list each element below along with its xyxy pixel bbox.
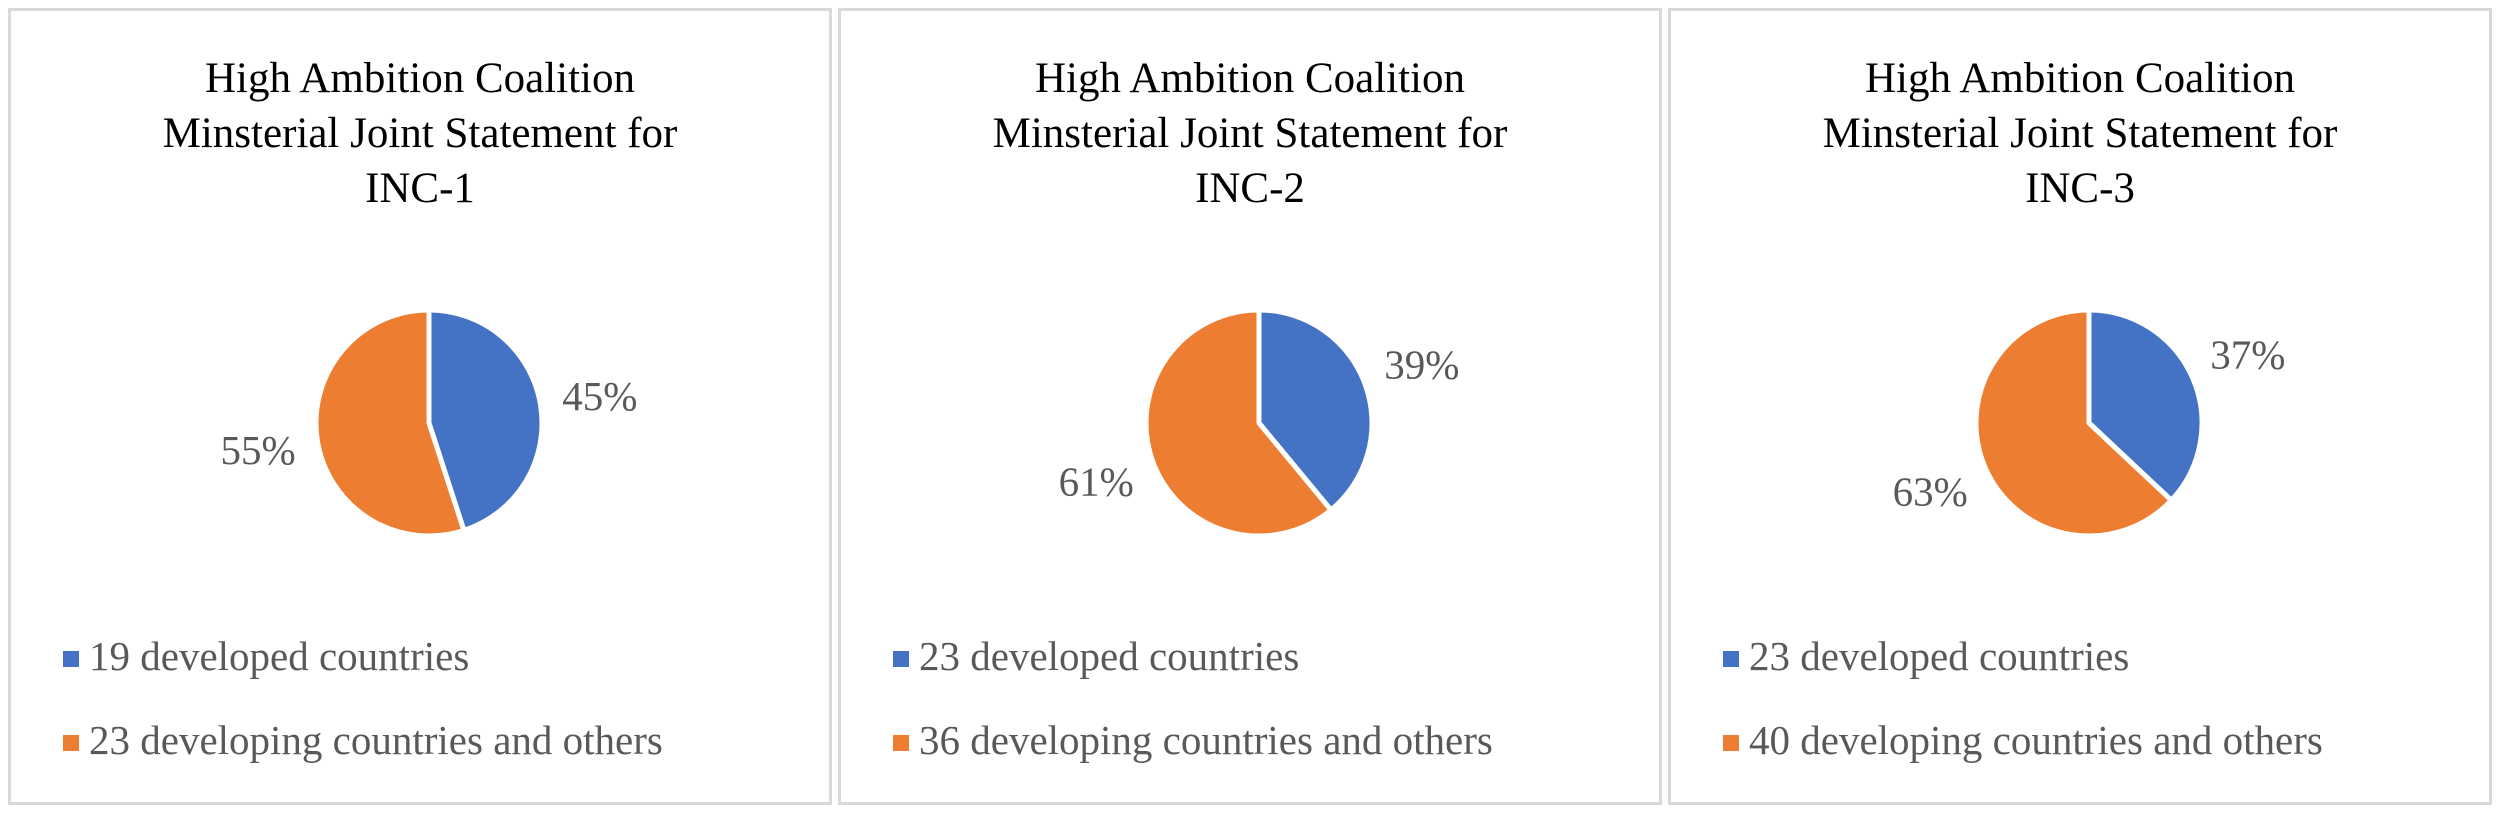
legend-item-developed: 19 developed countries [63,631,469,681]
legend-label: 36 developing countries and others [919,717,1493,763]
legend-item-developed: 23 developed countries [893,631,1299,681]
chart-panel-3: High Ambition Coalition Minsterial Joint… [1668,8,2492,805]
chart-title-line: INC-1 [365,165,475,212]
pie-slice-developed [1256,307,1375,513]
legend-swatch-developing [63,735,79,751]
chart-title-line: INC-3 [2025,165,2135,212]
legend-swatch-developing [893,735,909,751]
data-label: 63% [1893,469,1968,515]
pie-slice-developed [2086,307,2205,503]
legend-item-developing: 40 developing countries and others [1723,715,2323,765]
pie-slice-developed [426,307,545,533]
data-label: 39% [1384,341,1459,387]
data-label: 45% [562,373,637,419]
chart-panel-2: High Ambition Coalition Minsterial Joint… [838,8,1662,805]
chart-title-line: High Ambition Coalition [1864,55,2296,102]
legend-label: 23 developed countries [1749,633,2130,679]
legend-label: 23 developing countries and others [89,717,663,763]
chart-title-line: INC-2 [1195,165,1305,212]
chart-title-line: Minsterial Joint Statement for [992,110,1508,157]
pie-chart: 45% 55% [221,307,637,539]
chart-title: High Ambition Coalition Minsterial Joint… [11,51,829,216]
data-label: 37% [2210,331,2285,377]
chart-title-line: High Ambition Coalition [204,55,636,102]
legend-swatch-developed [1723,651,1739,667]
chart-title: High Ambition Coalition Minsterial Joint… [841,51,1659,216]
legend-item-developed: 23 developed countries [1723,631,2129,681]
chart-title-line: Minsterial Joint Statement for [1822,110,2338,157]
pie-chart: 37% 63% [1893,307,2285,539]
legend-swatch-developing [1723,735,1739,751]
chart-title-line: Minsterial Joint Statement for [162,110,678,157]
pie-chart: 39% 61% [1059,307,1459,539]
legend-label: 23 developed countries [919,633,1300,679]
legend-item-developing: 36 developing countries and others [893,715,1493,765]
chart-panel-1: High Ambition Coalition Minsterial Joint… [8,8,832,805]
data-label: 61% [1059,459,1134,505]
legend-item-developing: 23 developing countries and others [63,715,663,765]
chart-title: High Ambition Coalition Minsterial Joint… [1671,51,2489,216]
pie-slice-developing [313,307,467,539]
legend-label: 40 developing countries and others [1749,717,2323,763]
pie-slice-developing [1143,307,1334,539]
legend-swatch-developed [63,651,79,667]
chart-title-line: High Ambition Coalition [1034,55,1466,102]
pie-slice-developing [1973,307,2174,539]
legend-label: 19 developed countries [89,633,470,679]
legend-swatch-developed [893,651,909,667]
data-label: 55% [221,427,296,473]
